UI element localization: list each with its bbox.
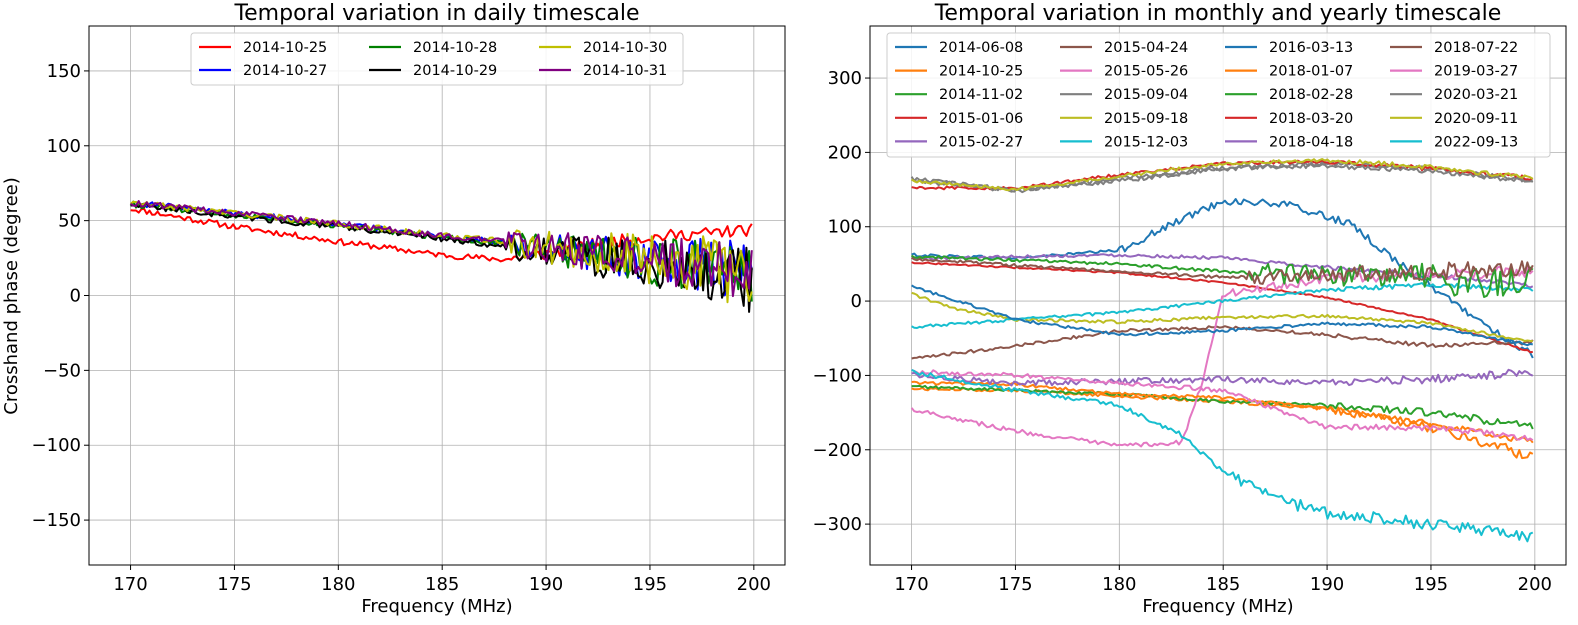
x-tick-label: 200 [737, 574, 771, 595]
left-chart-title: Temporal variation in daily timescale [233, 1, 639, 26]
series-line-2015-04-24 [911, 325, 1534, 360]
series-line-2015-02-27 [911, 253, 1534, 289]
legend-label: 2018-04-18 [1269, 134, 1353, 150]
chart-0-grid [89, 26, 785, 565]
y-tick-label: −50 [43, 360, 81, 381]
chart-0-ticks: 170 175 180 185 190 195 200 −150 −100 −50 0 50 100 15… [32, 61, 771, 595]
y-tick-label: 0 [70, 286, 81, 307]
x-tick-label: 180 [321, 574, 355, 595]
x-tick-label: 190 [529, 574, 563, 595]
x-tick-label: 175 [998, 574, 1032, 595]
legend-label: 2020-03-21 [1434, 87, 1518, 103]
legend-label: 2014-10-27 [243, 63, 327, 79]
legend-label: 2015-02-27 [939, 134, 1023, 150]
legend-label: 2014-10-29 [413, 63, 497, 79]
right-chart-panel: Temporal variation in monthly and yearly… [813, 1, 1567, 617]
legend-label: 2014-10-25 [939, 64, 1023, 80]
series-line-2018-02-28 [911, 254, 1534, 298]
y-tick-label: 50 [58, 211, 81, 232]
legend-label: 2018-01-07 [1269, 64, 1353, 80]
x-tick-label: 185 [425, 574, 459, 595]
series-line-2015-12-03 [911, 282, 1534, 329]
chart-1-ticks: 170 175 180 185 190 195 200 −300 −200 −100 0 100 200… [813, 68, 1552, 595]
legend-label: 2014-10-30 [583, 40, 667, 56]
legend-label: 2014-06-08 [939, 40, 1023, 56]
legend-label: 2015-09-18 [1104, 111, 1188, 127]
series-line-2018-07-22 [911, 256, 1534, 285]
chart-1-frame [869, 25, 1567, 566]
legend-label: 2022-09-13 [1434, 134, 1518, 150]
y-tick-label: 150 [47, 61, 81, 82]
series-line-2014-10-31 [130, 200, 753, 298]
legend-label: 2018-07-22 [1434, 40, 1518, 56]
x-tick-label: 185 [1206, 574, 1240, 595]
series-line-2020-03-21 [910, 163, 1534, 194]
y-tick-label: 100 [828, 217, 862, 238]
series-line-2015-05-26 [910, 265, 1534, 448]
legend-label: 2015-04-24 [1104, 40, 1188, 56]
series-line-2018-01-07 [911, 380, 1534, 444]
chart-0-plot-area [129, 200, 753, 313]
y-tick-label: −100 [32, 435, 81, 456]
y-tick-label: −150 [32, 510, 81, 531]
legend-label: 2015-01-06 [939, 111, 1023, 127]
y-tick-label: 0 [851, 291, 862, 312]
y-tick-label: −300 [813, 514, 862, 535]
series-line-2019-03-27 [911, 369, 1534, 442]
y-tick-label: 200 [828, 142, 862, 163]
legend-label: 2019-03-27 [1434, 64, 1518, 80]
chart-1-plot-area [910, 158, 1534, 543]
left-chart-panel: Temporal variation in daily timescale Cr… [1, 1, 786, 617]
series-line-2018-04-18 [911, 368, 1534, 387]
x-tick-label: 170 [894, 574, 928, 595]
legend-label: 2015-05-26 [1104, 64, 1188, 80]
series-line-2014-10-25 [130, 207, 753, 263]
chart-0-legend: 2014-10-25 2014-10-27 2014-10-28 2014-10-29… [190, 32, 684, 86]
series-line-2016-03-13 [911, 284, 1533, 347]
legend-label: 2020-09-11 [1434, 111, 1518, 127]
y-tick-label: 300 [828, 68, 862, 89]
legend-box [886, 32, 1551, 158]
x-tick-label: 195 [1414, 574, 1448, 595]
right-chart-x-axis-label: Frequency (MHz) [1142, 596, 1293, 617]
x-tick-label: 195 [633, 574, 667, 595]
legend-label: 2018-02-28 [1269, 87, 1353, 103]
series-line-2014-10-30 [129, 200, 753, 304]
legend-label: 2014-10-28 [413, 40, 497, 56]
x-tick-label: 170 [113, 574, 147, 595]
legend-label: 2014-11-02 [939, 87, 1023, 103]
left-chart-x-axis-label: Frequency (MHz) [361, 596, 512, 617]
series-line-2015-01-06 [911, 261, 1533, 354]
series-line-2022-09-13 [911, 368, 1534, 543]
legend-label: 2016-03-13 [1269, 40, 1353, 56]
legend-label: 2018-03-20 [1269, 111, 1353, 127]
left-chart-y-axis-label: Crosshand phase (degree) [1, 177, 22, 415]
chart-1-legend: 2014-06-08 2014-10-25 2014-11-02 2015-01-06… [886, 32, 1551, 158]
series-line-2020-09-11 [911, 158, 1534, 192]
x-tick-label: 200 [1518, 574, 1552, 595]
right-chart-title: Temporal variation in monthly and yearly… [934, 1, 1502, 26]
y-tick-label: 100 [47, 136, 81, 157]
series-line-2014-06-08 [911, 198, 1534, 359]
y-tick-label: −200 [813, 440, 862, 461]
x-tick-label: 180 [1102, 574, 1136, 595]
y-tick-label: −100 [813, 365, 862, 386]
legend-label: 2015-12-03 [1104, 134, 1188, 150]
legend-label: 2015-09-04 [1104, 87, 1188, 103]
legend-label: 2014-10-25 [243, 40, 327, 56]
x-tick-label: 175 [217, 574, 251, 595]
legend-label: 2014-10-31 [583, 63, 667, 79]
x-tick-label: 190 [1310, 574, 1344, 595]
